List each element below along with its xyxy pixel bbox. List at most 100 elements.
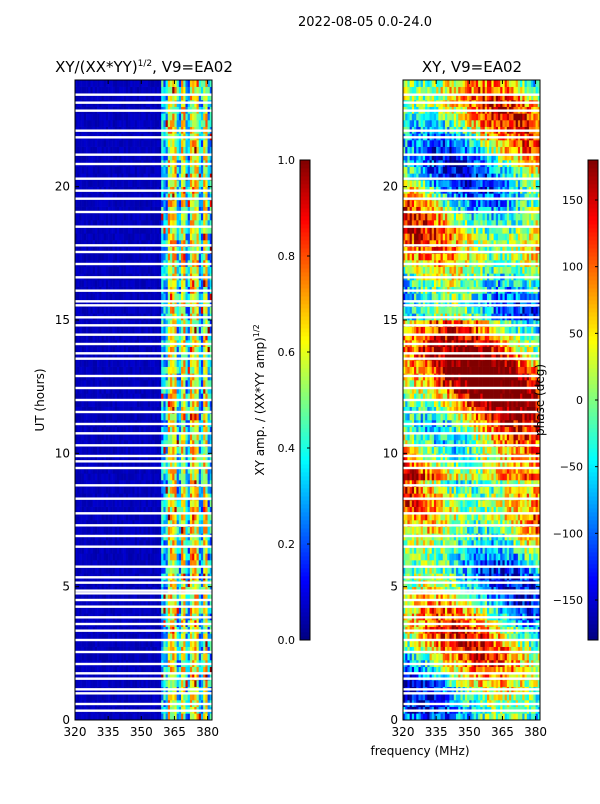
left-heatmap-cell	[198, 673, 202, 681]
left-heatmap-cell	[81, 520, 85, 527]
left-heatmap-cell	[101, 506, 105, 514]
left-heatmap-cell	[123, 206, 127, 214]
left-heatmap-cell	[183, 366, 186, 374]
left-heatmap-cell	[145, 566, 149, 574]
left-heatmap-cell	[183, 600, 186, 607]
left-heatmap-cell	[86, 480, 89, 487]
left-heatmap-cell	[103, 400, 107, 407]
left-heatmap-cell	[209, 673, 213, 681]
left-heatmap-cell	[163, 393, 166, 401]
left-heatmap-cell	[141, 193, 144, 201]
left-heatmap-cell	[181, 460, 184, 467]
left-heatmap-cell	[103, 366, 107, 374]
left-heatmap-cell	[205, 506, 208, 514]
left-heatmap-cell	[158, 306, 162, 314]
left-heatmap-cell	[121, 693, 124, 701]
left-heatmap-cell	[92, 486, 96, 494]
left-heatmap-cell	[86, 413, 89, 421]
left-heatmap-cell	[132, 206, 135, 214]
left-heatmap-cell	[103, 360, 107, 367]
left-heatmap-cell	[141, 593, 144, 601]
left-heatmap-cell	[86, 406, 89, 414]
left-heatmap-cell	[130, 500, 133, 507]
left-heatmap-cell	[176, 540, 180, 547]
left-heatmap-cell	[97, 520, 100, 527]
left-heatmap-cell	[75, 240, 78, 247]
left-heatmap-cell	[183, 393, 186, 401]
left-heatmap-cell	[110, 560, 113, 567]
left-heatmap-cell	[134, 446, 138, 454]
left-heatmap-cell	[101, 246, 105, 254]
left-heatmap-cell	[128, 220, 131, 227]
left-heatmap-cell	[119, 366, 122, 374]
left-heatmap-cell	[183, 693, 186, 701]
left-heatmap-cell	[88, 713, 91, 721]
left-heatmap-cell	[172, 200, 175, 207]
left-heatmap-cell	[105, 673, 109, 681]
left-heatmap-cell	[207, 513, 211, 521]
left-heatmap-cell	[192, 380, 195, 387]
left-heatmap-cell	[181, 480, 184, 487]
left-heatmap-cell	[181, 560, 184, 567]
left-heatmap-cell	[198, 493, 202, 501]
left-heatmap-cell	[158, 593, 162, 601]
left-heatmap-cell	[123, 653, 127, 661]
left-heatmap-cell	[178, 346, 182, 354]
left-heatmap-cell	[81, 226, 85, 234]
left-heatmap-cell	[81, 326, 85, 334]
left-heatmap-cell	[136, 500, 140, 507]
left-heatmap-cell	[136, 680, 140, 687]
left-heatmap-cell	[132, 633, 135, 641]
left-heatmap-cell	[150, 393, 153, 401]
left-heatmap-cell	[75, 440, 78, 447]
left-heatmap-cell	[174, 673, 177, 681]
left-heatmap-cell	[163, 526, 166, 534]
left-heatmap-cell	[196, 266, 200, 274]
left-heatmap-cell	[119, 346, 122, 354]
left-heatmap-cell	[139, 213, 142, 221]
left-heatmap-cell	[103, 346, 107, 354]
left-heatmap-cell	[101, 633, 105, 641]
left-heatmap-cell	[158, 666, 162, 674]
left-heatmap-cell	[196, 606, 200, 614]
left-heatmap-cell	[99, 193, 102, 201]
left-heatmap-cell	[170, 466, 173, 474]
left-heatmap-cell	[141, 480, 144, 487]
left-heatmap-cell	[165, 293, 169, 301]
left-heatmap-cell	[209, 560, 213, 567]
left-heatmap-cell	[196, 400, 200, 407]
left-heatmap-cell	[185, 266, 188, 274]
left-heatmap-cell	[132, 233, 135, 241]
left-heatmap-cell	[156, 666, 160, 674]
left-heatmap-cell	[174, 513, 177, 521]
left-heatmap-cell	[152, 473, 155, 481]
left-heatmap-cell	[196, 393, 200, 401]
left-heatmap-cell	[185, 446, 188, 454]
left-heatmap-cell	[103, 526, 107, 534]
left-heatmap-cell	[185, 433, 188, 441]
left-heatmap-cell	[154, 213, 158, 221]
left-heatmap-cell	[145, 220, 149, 227]
left-heatmap-cell	[209, 333, 213, 341]
left-heatmap-cell	[108, 666, 111, 674]
left-heatmap-cell	[183, 200, 186, 207]
left-heatmap-cell	[99, 293, 102, 301]
left-heatmap-cell	[112, 206, 116, 214]
left-heatmap-cell	[121, 513, 124, 521]
left-heatmap-cell	[94, 213, 98, 221]
left-heatmap-cell	[101, 513, 105, 521]
left-heatmap-cell	[185, 540, 188, 547]
left-heatmap-cell	[187, 460, 191, 467]
left-heatmap-cell	[77, 380, 80, 387]
left-heatmap-cell	[121, 233, 124, 241]
left-heatmap-cell	[112, 360, 116, 367]
left-heatmap-cell	[176, 486, 180, 494]
left-heatmap-cell	[194, 673, 197, 681]
left-heatmap-cell	[163, 406, 166, 414]
left-heatmap-cell	[110, 466, 113, 474]
left-heatmap-cell	[167, 246, 171, 254]
left-heatmap-cell	[172, 566, 175, 574]
left-heatmap-cell	[163, 513, 166, 521]
left-heatmap-cell	[112, 386, 116, 394]
left-heatmap-cell	[176, 413, 180, 421]
